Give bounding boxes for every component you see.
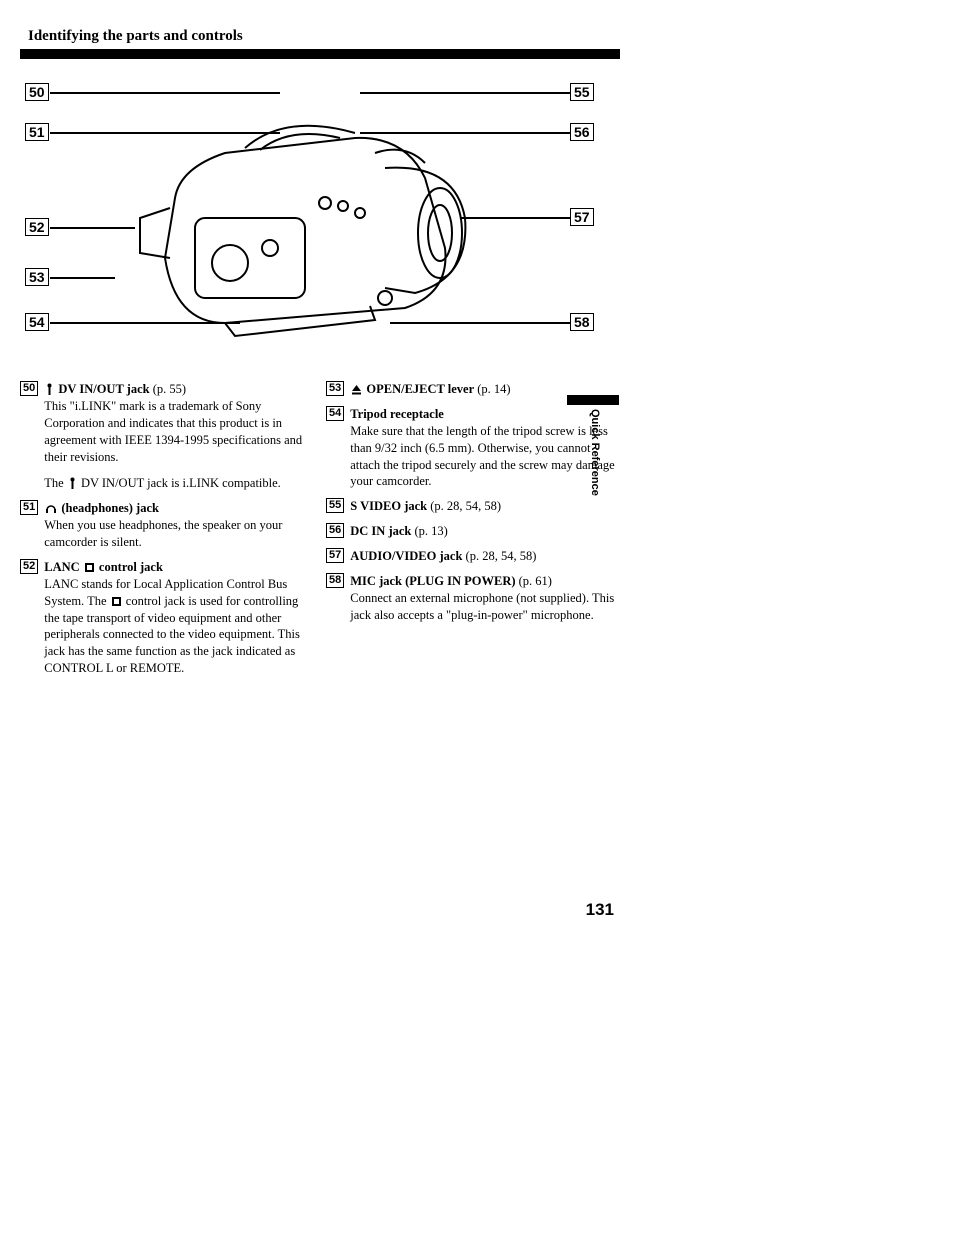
part-title: S VIDEO jack (p. 28, 54, 58)	[350, 498, 620, 515]
manual-page: Identifying the parts and controls 50515…	[0, 0, 954, 1233]
part-number: 53	[326, 381, 344, 396]
section-tab: Quick Reference	[567, 395, 619, 496]
part-title: LANC control jack	[44, 559, 314, 576]
part-body: AUDIO/VIDEO jack (p. 28, 54, 58)	[350, 548, 620, 565]
part-item: 56 DC IN jack (p. 13)	[326, 523, 620, 540]
description-columns: 50 DV IN/OUT jack (p. 55)This "i.LINK" m…	[20, 381, 620, 685]
part-number: 56	[326, 523, 344, 538]
part-body: S VIDEO jack (p. 28, 54, 58)	[350, 498, 620, 515]
parts-diagram: 50 51 52 53 54 55 56 57 58	[20, 73, 620, 363]
part-title: DC IN jack (p. 13)	[350, 523, 620, 540]
callout-number: 58	[570, 313, 594, 331]
part-item: 55 S VIDEO jack (p. 28, 54, 58)	[326, 498, 620, 515]
part-body: MIC jack (PLUG IN POWER) (p. 61)Connect …	[350, 573, 620, 624]
part-body: DV IN/OUT jack (p. 55)This "i.LINK" mark…	[44, 381, 314, 492]
heading-rule	[20, 49, 620, 59]
part-number: 54	[326, 406, 344, 421]
part-item: 51 (headphones) jackWhen you use headpho…	[20, 500, 314, 551]
part-body: LANC control jackLANC stands for Local A…	[44, 559, 314, 677]
part-item: 50 DV IN/OUT jack (p. 55)This "i.LINK" m…	[20, 381, 314, 492]
part-title: MIC jack (PLUG IN POWER) (p. 61)	[350, 573, 620, 590]
section-tab-bar	[567, 395, 619, 405]
part-title: AUDIO/VIDEO jack (p. 28, 54, 58)	[350, 548, 620, 565]
part-number: 58	[326, 573, 344, 588]
callout-number: 56	[570, 123, 594, 141]
part-item: 52 LANC control jackLANC stands for Local…	[20, 559, 314, 677]
column-left: 50 DV IN/OUT jack (p. 55)This "i.LINK" m…	[20, 381, 314, 685]
part-title: DV IN/OUT jack (p. 55)	[44, 381, 314, 398]
part-description: When you use headphones, the speaker on …	[44, 517, 314, 551]
part-body: (headphones) jackWhen you use headphones…	[44, 500, 314, 551]
part-body: DC IN jack (p. 13)	[350, 523, 620, 540]
leader-line	[360, 92, 570, 94]
part-number: 55	[326, 498, 344, 513]
callout-number: 53	[25, 268, 49, 286]
part-number: 51	[20, 500, 38, 515]
part-number: 52	[20, 559, 38, 574]
leader-line	[50, 92, 280, 94]
callout-number: 55	[570, 83, 594, 101]
leader-line	[50, 277, 115, 279]
callout-number: 50	[25, 83, 49, 101]
section-tab-label: Quick Reference	[589, 409, 601, 496]
callout-number: 51	[25, 123, 49, 141]
callout-number: 52	[25, 218, 49, 236]
leader-line	[50, 227, 135, 229]
part-number: 57	[326, 548, 344, 563]
part-item: 57 AUDIO/VIDEO jack (p. 28, 54, 58)	[326, 548, 620, 565]
part-title: (headphones) jack	[44, 500, 314, 517]
part-description: LANC stands for Local Application Contro…	[44, 576, 314, 677]
callout-number: 57	[570, 208, 594, 226]
page-heading: Identifying the parts and controls	[28, 28, 914, 45]
part-item: 58 MIC jack (PLUG IN POWER) (p. 61)Connec…	[326, 573, 620, 624]
part-description: This "i.LINK" mark is a trademark of Son…	[44, 398, 314, 466]
part-description: Connect an external microphone (not supp…	[350, 590, 620, 624]
part-number: 50	[20, 381, 38, 396]
callout-number: 54	[25, 313, 49, 331]
page-number: 131	[586, 900, 614, 920]
camcorder-illustration	[125, 98, 485, 348]
part-description: The DV IN/OUT jack is i.LINK compatible.	[44, 475, 314, 492]
